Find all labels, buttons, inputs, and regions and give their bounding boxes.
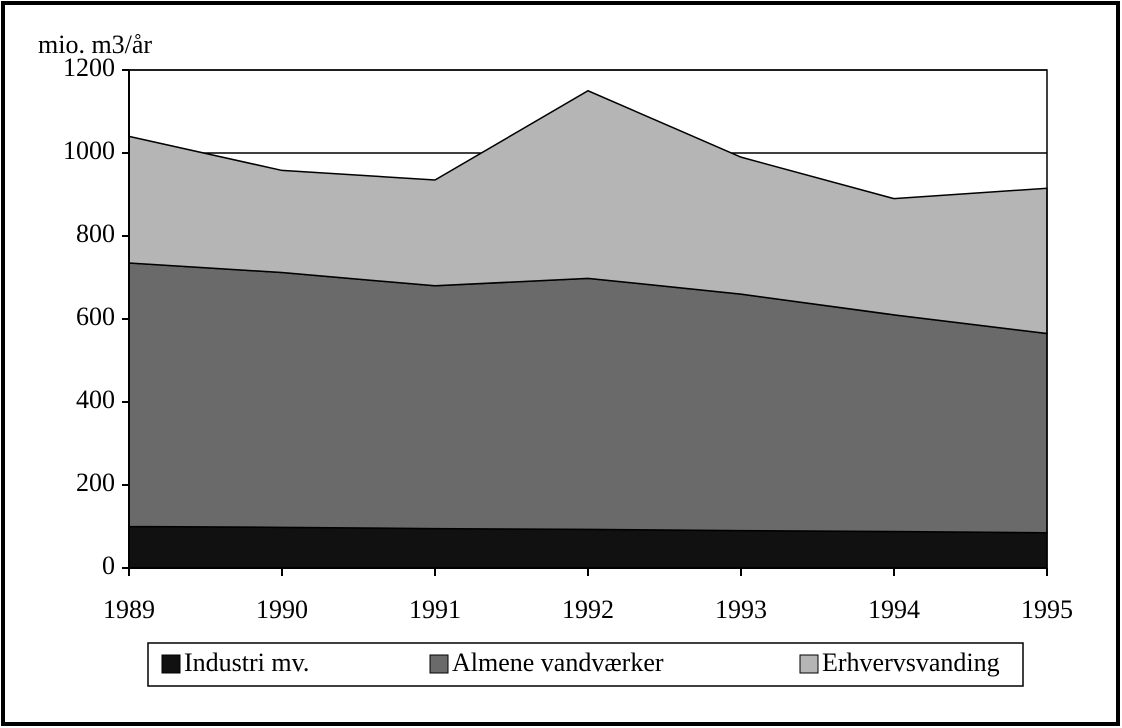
area <box>128 525 1048 569</box>
y-tick-label: 1000 <box>63 136 115 165</box>
legend-label: Almene vandværker <box>452 648 664 677</box>
legend-label: Industri mv. <box>184 648 309 677</box>
y-tick-label: 200 <box>76 468 115 497</box>
legend-box <box>147 642 1024 687</box>
legend-swatch <box>799 654 819 674</box>
x-tick-label: 1991 <box>409 595 461 624</box>
y-tick-label: 600 <box>76 302 115 331</box>
y-tick-label: 800 <box>76 219 115 248</box>
y-tick-label: 400 <box>76 385 115 414</box>
x-tick-label: 1993 <box>715 595 767 624</box>
y-axis-label: mio. m3/år <box>38 30 152 59</box>
legend-label: Erhvervsvanding <box>822 648 1000 677</box>
x-tick-label: 1994 <box>868 595 920 624</box>
y-tick-label: 1200 <box>63 53 115 82</box>
legend-swatch <box>429 654 449 674</box>
y-tick-label: 0 <box>102 551 115 580</box>
legend-swatch <box>161 654 181 674</box>
x-tick-label: 1990 <box>256 595 308 624</box>
x-tick-label: 1989 <box>103 595 155 624</box>
x-tick-label: 1992 <box>562 595 614 624</box>
x-tick-label: 1995 <box>1021 595 1073 624</box>
